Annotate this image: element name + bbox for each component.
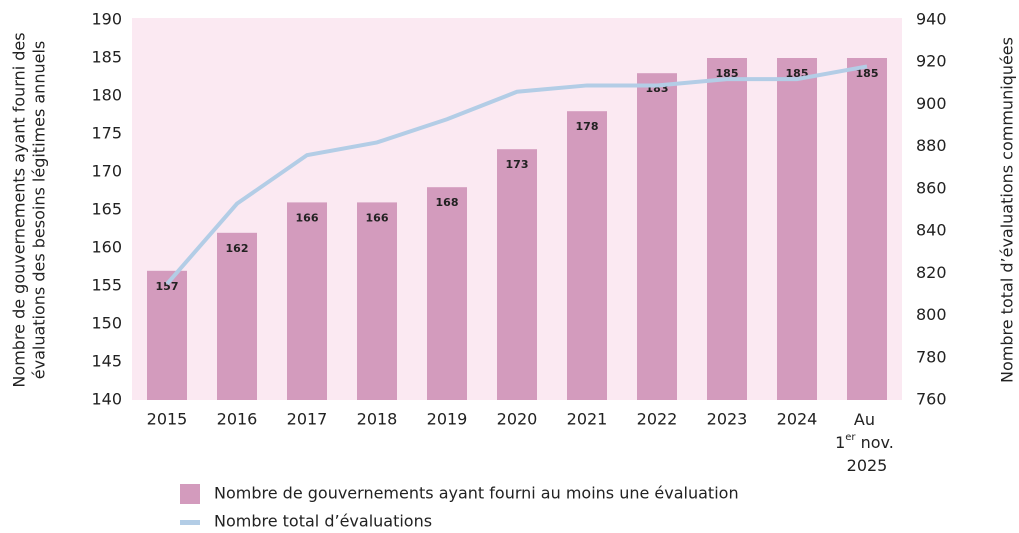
y2-tick-label: 800: [916, 305, 947, 324]
legend-swatch: [180, 484, 200, 504]
y2-tick-label: 860: [916, 178, 947, 197]
bar: [777, 58, 817, 400]
y2-axis-label: Nombre total d’évaluations communiquées: [998, 37, 1017, 383]
y-axis-label: Nombre de gouvernements ayant fourni des: [10, 32, 29, 387]
bar: [707, 58, 747, 400]
y-tick-label: 150: [91, 314, 122, 333]
line: [165, 64, 868, 286]
y-tick-label: 145: [91, 352, 122, 371]
x-tick-label: 2018: [357, 410, 398, 429]
x-tick-label: 2024: [777, 410, 818, 429]
bar: [147, 270, 187, 400]
bar: [357, 202, 397, 400]
value-label: 178: [576, 120, 599, 133]
value-label: 185: [716, 67, 739, 80]
y2-tick-label: 820: [916, 263, 947, 282]
x-tick-label: 2019: [427, 410, 468, 429]
y2-tick-label: 780: [916, 347, 947, 366]
value-label: 173: [506, 158, 529, 171]
y2-tick-label: 920: [916, 52, 947, 71]
bar: [217, 232, 257, 400]
bar: [287, 202, 327, 400]
y2-tick-label: 940: [916, 10, 947, 29]
x-tick-label: 2016: [217, 410, 258, 429]
legend-swatch: [180, 520, 200, 525]
bar: [567, 111, 607, 400]
x-tick-label: 2017: [287, 410, 328, 429]
value-label: 185: [856, 67, 879, 80]
y-tick-label: 190: [91, 10, 122, 29]
y-tick-label: 160: [91, 238, 122, 257]
x-tick-label: 2015: [147, 410, 188, 429]
y-tick-label: 185: [91, 48, 122, 67]
y2-tick-label: 840: [916, 221, 947, 240]
y-tick-label: 155: [91, 276, 122, 295]
x-tick-label: Au 1er nov. 2025: [835, 410, 899, 475]
bar: [427, 187, 467, 400]
x-tick-label: 2021: [567, 410, 608, 429]
value-label: 168: [436, 196, 459, 209]
legend-label: Nombre total d’évaluations: [214, 512, 432, 531]
value-label: 166: [366, 211, 389, 224]
value-label: 166: [296, 211, 319, 224]
x-tick-label: 2023: [707, 410, 748, 429]
y-tick-label: 140: [91, 390, 122, 409]
y-tick-label: 165: [91, 200, 122, 219]
y-tick-label: 175: [91, 124, 122, 143]
value-label: 162: [226, 242, 249, 255]
x-tick-label: 2020: [497, 410, 538, 429]
y-axis-label: évaluations des besoins légitimes annuel…: [30, 41, 49, 379]
bar: [637, 73, 677, 400]
y-tick-label: 170: [91, 162, 122, 181]
bar: [847, 58, 887, 400]
x-tick-label: 2022: [637, 410, 678, 429]
y-tick-label: 180: [91, 86, 122, 105]
y2-tick-label: 900: [916, 94, 947, 113]
bar: [497, 149, 537, 400]
value-label: 157: [156, 280, 179, 293]
legend-label: Nombre de gouvernements ayant fourni au …: [214, 484, 739, 503]
y2-tick-label: 760: [916, 390, 947, 409]
y2-tick-label: 880: [916, 136, 947, 155]
